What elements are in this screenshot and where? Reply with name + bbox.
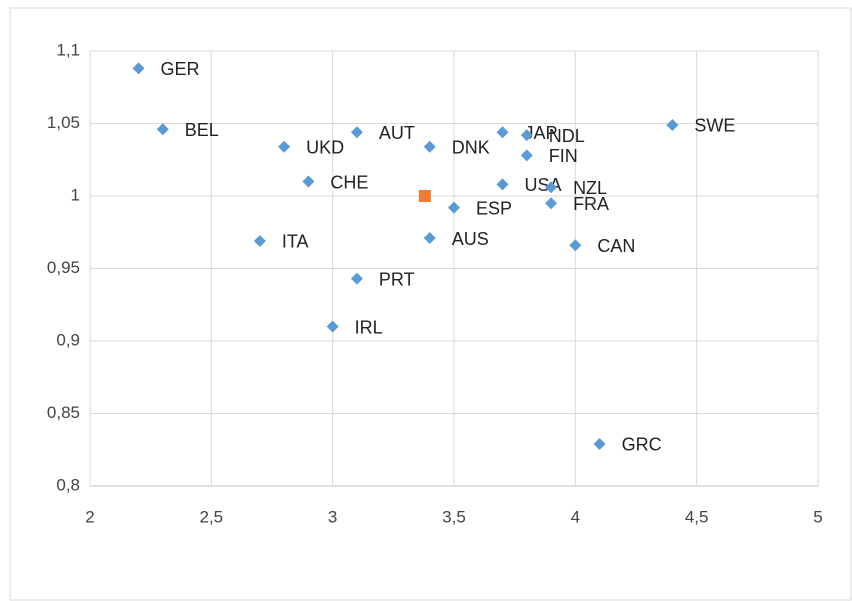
point-label: CAN: [597, 236, 635, 256]
point: [423, 232, 436, 245]
x-tick-label: 2: [85, 507, 94, 526]
point-label: GER: [161, 59, 200, 79]
y-tick-label: 0,8: [56, 475, 80, 494]
point: [545, 181, 558, 194]
point: [520, 149, 533, 162]
chart-frame: [9, 7, 852, 601]
point: [448, 201, 460, 214]
x-tick-label: 3,5: [442, 507, 466, 526]
x-tick-label: 4: [571, 507, 580, 526]
point: [496, 126, 509, 139]
point-label: AUS: [452, 229, 489, 249]
point: [253, 234, 266, 247]
point-label: USA: [525, 175, 562, 195]
point: [593, 437, 606, 450]
point-label: JAP: [525, 123, 558, 143]
point-label: PRT: [379, 269, 415, 289]
point-label: IRL: [355, 317, 383, 337]
x-tick-label: 2,5: [200, 507, 224, 526]
point-label: SWE: [694, 116, 735, 136]
point-label: ITA: [282, 232, 309, 252]
point-label: FIN: [549, 146, 578, 166]
point: [545, 197, 558, 210]
point: [423, 140, 436, 153]
point: [132, 62, 145, 75]
point-label: AUT: [379, 123, 415, 143]
y-tick-label: 1,05: [47, 113, 80, 132]
point: [156, 123, 169, 136]
point-label: DNK: [452, 137, 490, 157]
point: [302, 175, 315, 188]
point-label: NZL: [573, 178, 607, 198]
point: [666, 118, 679, 131]
point-label: NDL: [549, 126, 585, 146]
point-label: ESP: [476, 198, 512, 218]
point-label: BEL: [185, 120, 219, 140]
x-tick-label: 4,5: [685, 507, 709, 526]
y-tick-label: 1: [71, 185, 80, 204]
y-tick-label: 0,95: [47, 258, 80, 277]
point-label: UKD: [306, 137, 344, 157]
point: [569, 239, 582, 252]
point-label: GRC: [622, 435, 662, 455]
y-tick-label: 0,9: [56, 330, 80, 349]
point: [496, 178, 509, 191]
point: [520, 129, 533, 142]
y-tick-label: 1,1: [56, 40, 80, 59]
point-label: FRA: [573, 194, 609, 214]
x-tick-label: 3: [328, 507, 337, 526]
point: [350, 272, 363, 285]
point: [350, 126, 363, 139]
point: [326, 320, 339, 333]
point: [278, 140, 291, 153]
point-label: CHE: [330, 172, 368, 192]
point: [418, 190, 431, 202]
y-tick-label: 0,85: [47, 403, 80, 422]
x-tick-label: 5: [813, 507, 822, 526]
